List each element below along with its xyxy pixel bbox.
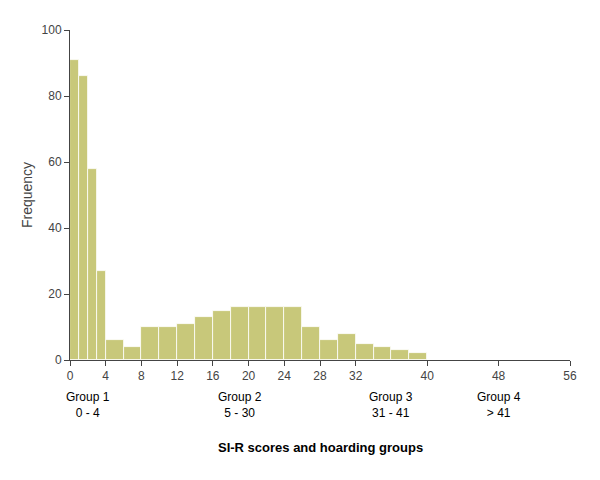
- svg-text:32: 32: [349, 369, 363, 383]
- svg-text:20: 20: [48, 287, 62, 301]
- svg-text:100: 100: [42, 23, 62, 37]
- svg-text:Group 331 - 41: Group 331 - 41: [369, 390, 413, 420]
- svg-text:0: 0: [67, 369, 74, 383]
- svg-text:80: 80: [48, 89, 62, 103]
- svg-text:Frequency: Frequency: [19, 162, 35, 228]
- svg-text:20: 20: [242, 369, 256, 383]
- svg-text:28: 28: [313, 369, 327, 383]
- svg-text:8: 8: [138, 369, 145, 383]
- svg-text:Group 10 - 4: Group 10 - 4: [66, 390, 110, 420]
- svg-text:16: 16: [206, 369, 220, 383]
- svg-text:24: 24: [278, 369, 292, 383]
- svg-text:12: 12: [170, 369, 184, 383]
- svg-text:40: 40: [48, 221, 62, 235]
- svg-text:Group 25 - 30: Group 25 - 30: [218, 390, 262, 420]
- svg-text:56: 56: [563, 369, 577, 383]
- svg-text:40: 40: [420, 369, 434, 383]
- svg-text:4: 4: [102, 369, 109, 383]
- svg-text:0: 0: [55, 353, 62, 367]
- svg-text:Group 4> 41: Group 4> 41: [477, 390, 521, 420]
- svg-text:48: 48: [492, 369, 506, 383]
- svg-text:SI-R scores and hoarding group: SI-R scores and hoarding groups: [218, 440, 423, 455]
- svg-text:60: 60: [48, 155, 62, 169]
